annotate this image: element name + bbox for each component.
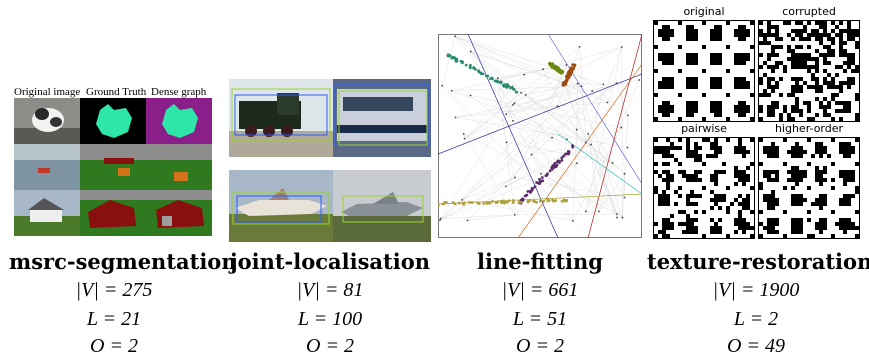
caption-pairwise: pairwise [681, 122, 727, 135]
stat-l-msrc: L = 21 [86, 308, 142, 330]
stat-v-line: |V| = 661 [501, 279, 579, 301]
title-line-fitting: line-fitting [477, 249, 603, 274]
caption-original: original [683, 5, 725, 18]
title-msrc-segmentation: msrc-segmentation [9, 249, 237, 274]
line-fitting-plot [438, 34, 642, 238]
caption-original-image: Original image [14, 86, 81, 98]
stat-v-msrc: |V| = 275 [75, 279, 153, 301]
stat-l-line: L = 51 [512, 308, 568, 330]
train-image-1 [229, 79, 333, 157]
caption-higher-order: higher-order [774, 122, 844, 135]
texture-corrupted-image [758, 20, 860, 122]
caption-ground-truth: Ground Truth [86, 86, 147, 98]
title-joint-localisation: joint-localisation [230, 249, 430, 274]
plane-image-1 [229, 170, 333, 242]
train-image-2 [333, 79, 431, 157]
stat-l-texture: L = 2 [733, 308, 779, 330]
title-texture-restoration: texture-restoration [647, 249, 869, 274]
stat-v-joint: |V| = 81 [296, 279, 364, 301]
stat-o-line: O = 2 [516, 335, 564, 357]
segmentation-image-grid [14, 98, 212, 236]
stat-o-texture: O = 49 [727, 335, 785, 357]
texture-pairwise-image [653, 137, 755, 239]
texture-higher-order-image [758, 137, 860, 239]
caption-corrupted: corrupted [782, 5, 836, 18]
stat-v-texture: |V| = 1900 [712, 279, 800, 301]
texture-original-image [653, 20, 755, 122]
plane-image-2 [333, 170, 431, 242]
caption-dense-graph: Dense graph [151, 86, 207, 98]
stat-o-joint: O = 2 [306, 335, 354, 357]
stat-l-joint: L = 100 [297, 308, 363, 330]
stat-o-msrc: O = 2 [90, 335, 138, 357]
